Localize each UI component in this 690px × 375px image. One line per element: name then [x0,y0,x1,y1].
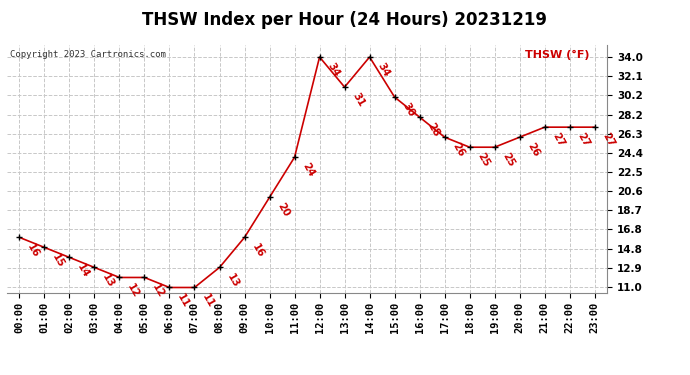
Text: 16: 16 [250,242,266,259]
Text: 11: 11 [200,292,216,309]
Text: 30: 30 [400,101,416,119]
Text: 25: 25 [500,152,516,169]
Text: 27: 27 [550,131,566,149]
Text: 12: 12 [150,282,166,299]
Text: 26: 26 [450,141,466,159]
Text: 31: 31 [350,91,366,109]
Text: 27: 27 [600,131,616,149]
Text: THSW Index per Hour (24 Hours) 20231219: THSW Index per Hour (24 Hours) 20231219 [143,11,547,29]
Text: 15: 15 [50,252,66,269]
Text: 16: 16 [25,242,41,259]
Text: Copyright 2023 Cartronics.com: Copyright 2023 Cartronics.com [10,50,166,59]
Text: 27: 27 [575,131,591,149]
Text: 13: 13 [100,272,116,289]
Text: 13: 13 [225,272,241,289]
Text: 20: 20 [275,201,291,219]
Text: 26: 26 [525,141,541,159]
Text: 14: 14 [75,262,91,279]
Text: 11: 11 [175,292,191,309]
Text: 28: 28 [425,121,441,139]
Text: 25: 25 [475,152,491,169]
Text: THSW (°F): THSW (°F) [524,50,589,60]
Text: 34: 34 [325,61,341,79]
Text: 12: 12 [125,282,141,299]
Text: 34: 34 [375,61,391,79]
Text: 24: 24 [300,161,316,179]
